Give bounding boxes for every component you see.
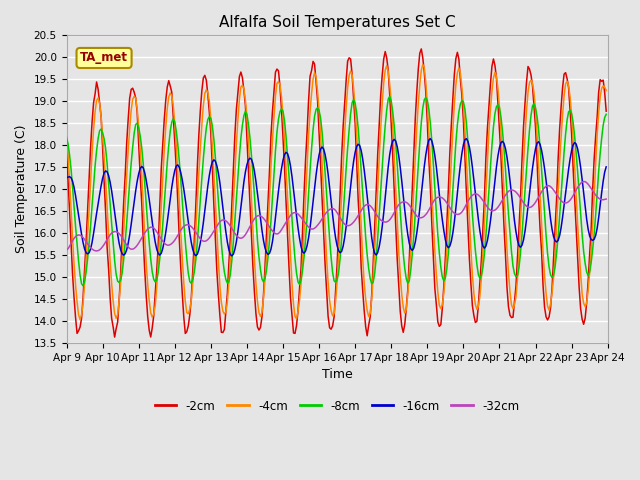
-2cm bbox=[243, 135, 251, 141]
-2cm bbox=[111, 334, 118, 340]
Title: Alfalfa Soil Temperatures Set C: Alfalfa Soil Temperatures Set C bbox=[219, 15, 456, 30]
-2cm bbox=[225, 261, 233, 266]
-2cm bbox=[602, 108, 610, 114]
-8cm bbox=[386, 94, 394, 99]
-2cm bbox=[575, 284, 583, 290]
-4cm bbox=[419, 61, 427, 67]
Line: -32cm: -32cm bbox=[67, 181, 606, 251]
-4cm bbox=[76, 317, 84, 323]
-8cm bbox=[225, 279, 233, 285]
-16cm bbox=[426, 136, 434, 142]
-4cm bbox=[252, 280, 260, 286]
-32cm bbox=[574, 184, 582, 190]
-16cm bbox=[243, 162, 251, 168]
-8cm bbox=[243, 111, 251, 117]
-4cm bbox=[225, 280, 233, 286]
-32cm bbox=[225, 221, 233, 227]
-16cm bbox=[602, 164, 610, 170]
-32cm bbox=[602, 196, 610, 202]
-8cm bbox=[252, 215, 260, 220]
X-axis label: Time: Time bbox=[322, 368, 353, 381]
-4cm bbox=[63, 133, 70, 139]
-8cm bbox=[79, 283, 87, 288]
-4cm bbox=[243, 114, 251, 120]
-32cm bbox=[252, 214, 260, 220]
-32cm bbox=[300, 218, 308, 224]
Y-axis label: Soil Temperature (C): Soil Temperature (C) bbox=[15, 125, 28, 253]
-32cm bbox=[93, 248, 100, 254]
Line: -16cm: -16cm bbox=[67, 139, 606, 256]
-2cm bbox=[63, 144, 70, 150]
Legend: -2cm, -4cm, -8cm, -16cm, -32cm: -2cm, -4cm, -8cm, -16cm, -32cm bbox=[150, 395, 524, 417]
-4cm bbox=[575, 247, 583, 253]
-16cm bbox=[129, 210, 136, 216]
-16cm bbox=[228, 253, 236, 259]
-8cm bbox=[300, 254, 308, 260]
-16cm bbox=[63, 175, 70, 181]
-16cm bbox=[575, 154, 583, 160]
-32cm bbox=[243, 229, 251, 235]
-8cm bbox=[575, 189, 583, 194]
-8cm bbox=[63, 135, 70, 141]
Line: -4cm: -4cm bbox=[67, 64, 606, 320]
-2cm bbox=[131, 89, 138, 95]
-4cm bbox=[131, 94, 138, 99]
-2cm bbox=[252, 311, 260, 316]
-16cm bbox=[223, 239, 231, 245]
-16cm bbox=[300, 250, 308, 256]
Text: TA_met: TA_met bbox=[80, 51, 128, 64]
-8cm bbox=[131, 131, 138, 136]
Line: -2cm: -2cm bbox=[67, 49, 606, 337]
-32cm bbox=[63, 247, 70, 253]
-8cm bbox=[602, 111, 610, 117]
-16cm bbox=[252, 179, 260, 184]
-32cm bbox=[580, 179, 588, 184]
-32cm bbox=[131, 246, 138, 252]
-4cm bbox=[602, 87, 610, 93]
-2cm bbox=[417, 46, 425, 52]
-4cm bbox=[300, 228, 308, 233]
-2cm bbox=[300, 191, 308, 197]
Line: -8cm: -8cm bbox=[67, 96, 606, 286]
